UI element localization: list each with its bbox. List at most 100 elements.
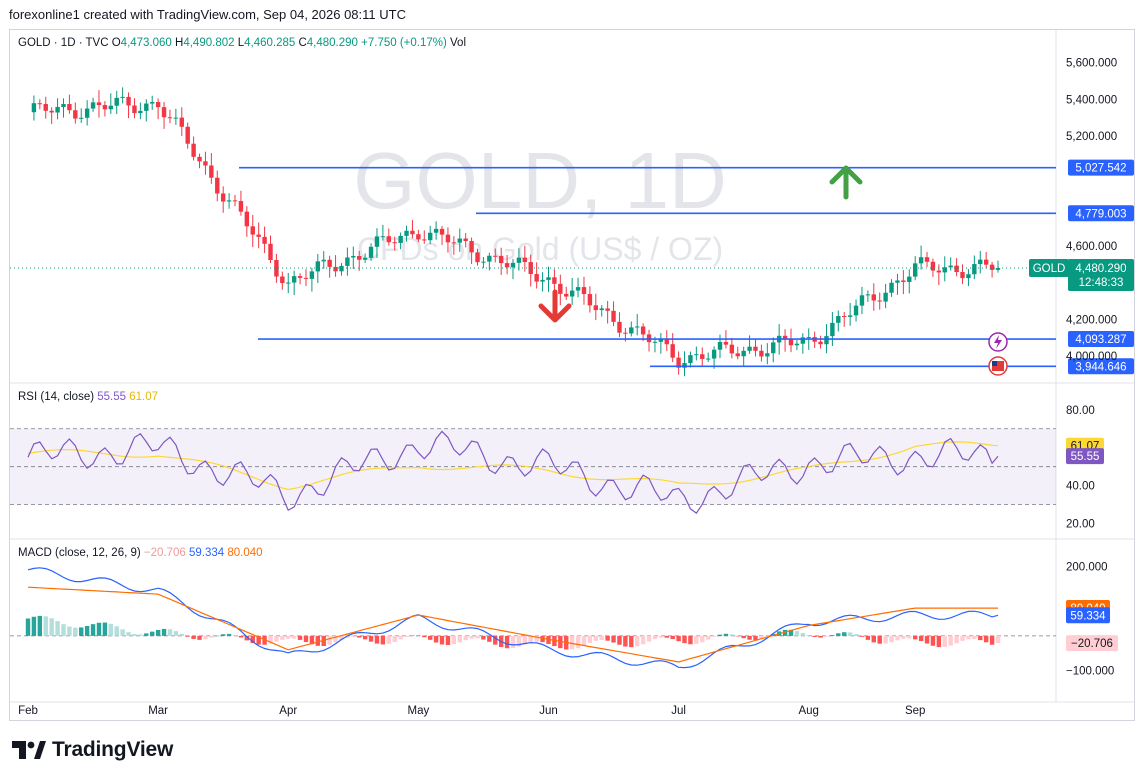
candle-body: [912, 263, 918, 277]
macd-histogram-bar: [753, 635, 758, 641]
macd-histogram-bar: [558, 635, 563, 649]
candle-body: [918, 257, 924, 264]
macd-histogram-bar: [404, 635, 409, 637]
rsi-tick: 20.00: [1066, 519, 1095, 531]
macd-histogram-bar: [232, 635, 238, 636]
candle-body: [197, 156, 202, 162]
candle-body: [43, 103, 48, 111]
candle-body: [723, 341, 729, 345]
candle-body: [427, 232, 433, 241]
candle-body: [220, 193, 226, 202]
candle-body: [883, 292, 888, 302]
macd-histogram-bar: [688, 635, 693, 645]
candle-body: [410, 230, 415, 235]
candle-body: [37, 103, 43, 105]
macd-histogram-bar: [43, 616, 48, 636]
candle-body: [339, 265, 344, 272]
candle-body: [481, 261, 486, 263]
candle-body: [593, 305, 599, 311]
candle-body: [404, 230, 409, 236]
us-flag-stripes: [992, 361, 1004, 371]
macd-histogram-bar: [782, 629, 788, 636]
candle-body: [150, 102, 155, 104]
time-axis-label: Aug: [798, 705, 818, 717]
candle-body: [587, 294, 593, 306]
candle-body: [416, 234, 421, 240]
candle-body: [629, 327, 634, 334]
macd-histogram-bar: [717, 634, 723, 636]
candle-body: [469, 240, 474, 253]
macd-tick: −100.000: [1066, 666, 1114, 678]
level-label: 5,027.542: [1068, 159, 1134, 176]
candle-body: [782, 335, 788, 340]
macd-histogram-bar: [374, 635, 380, 644]
macd-histogram-bar: [126, 632, 131, 636]
candle-body: [510, 262, 516, 268]
candle-body: [132, 105, 137, 114]
candle-body: [842, 316, 847, 318]
rsi-legend-value: 55.55: [97, 391, 129, 403]
candle-body: [711, 349, 717, 359]
symbol-badge-bg: [1029, 259, 1069, 278]
candle-body: [972, 264, 977, 275]
candle-body: [286, 282, 291, 284]
macd-histogram-bar: [629, 635, 634, 648]
candle-body: [303, 277, 309, 279]
candle-body: [865, 294, 871, 296]
candle-body: [327, 259, 332, 267]
hist-badge: −20.706: [1071, 638, 1113, 650]
macd-histogram-bar: [930, 635, 936, 646]
time-axis-label: Apr: [279, 705, 297, 717]
macd-histogram-bar: [439, 635, 445, 645]
legend-part: H: [175, 37, 183, 49]
candle-body: [155, 102, 161, 108]
price-legend: GOLD · 1D · TVC O4,473.060 H4,490.802 L4…: [18, 37, 466, 49]
candle-body: [688, 355, 693, 364]
candle-body: [658, 338, 664, 342]
macd-histogram-bar: [877, 635, 882, 644]
tradingview-logo[interactable]: TradingView: [12, 738, 173, 762]
macd-histogram-bar: [203, 635, 208, 640]
macd-histogram-bar: [516, 635, 522, 647]
macd-histogram-bar: [824, 635, 829, 637]
macd-histogram-bar: [842, 632, 847, 636]
macd-histogram-bar: [948, 635, 953, 646]
macd-histogram-bar: [463, 635, 468, 641]
chart-canvas[interactable]: GOLD, 1D CFDs on Gold (US$ / OZ) 5,027.54…: [10, 30, 1134, 720]
macd-histogram-bar: [670, 635, 675, 640]
macd-histogram-bar: [504, 635, 510, 649]
macd-histogram-bar: [315, 635, 321, 646]
macd-histogram-bar: [191, 635, 196, 639]
candle-body: [102, 105, 108, 110]
candle-body: [238, 201, 244, 212]
candle-body: [114, 97, 119, 106]
macd-histogram-bar: [966, 635, 971, 640]
macd-histogram-bar: [847, 632, 853, 636]
candle-body: [806, 337, 811, 339]
watermark-title: GOLD, 1D: [353, 136, 726, 225]
candle-body: [90, 102, 96, 109]
candle-body: [487, 255, 492, 262]
macd-histogram-bar: [818, 635, 823, 638]
candle-body: [386, 236, 391, 243]
macd-histogram-bar: [859, 635, 865, 637]
candle-body: [735, 353, 740, 357]
macd-histogram-bar: [510, 635, 516, 649]
level-label: 4,093.287: [1068, 331, 1134, 348]
candle-body: [564, 293, 569, 297]
macd-histogram-bar: [617, 635, 622, 645]
candle-body: [357, 255, 362, 260]
candle-body: [138, 110, 143, 114]
lightning-bolt-shape: [994, 335, 1002, 349]
price-tick: 5,200.000: [1066, 131, 1117, 143]
lightning-event-icon: [988, 332, 1008, 352]
price-tick: 4,600.000: [1066, 241, 1117, 253]
macd-histogram-bar: [31, 616, 37, 636]
macd-badge-bg: [1066, 607, 1110, 624]
macd-histogram-bar: [954, 635, 959, 644]
macd-histogram-bar: [599, 635, 604, 641]
macd-histogram-bar: [593, 635, 599, 641]
macd-histogram-bar: [676, 635, 681, 642]
macd-histogram-bar: [386, 635, 391, 644]
candle-body: [830, 322, 835, 337]
